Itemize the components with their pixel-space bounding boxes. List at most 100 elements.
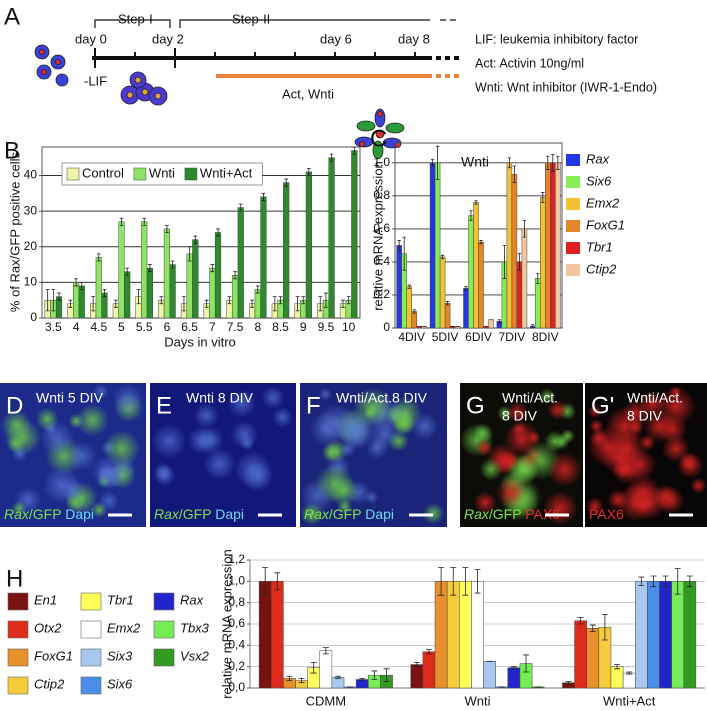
x-tick-label: 6.5 [181, 320, 198, 334]
texture [652, 484, 678, 509]
x-tick-label: 7DIV [499, 330, 526, 344]
y-axis-label: relative mRNA expression [370, 161, 385, 311]
image-caption: Wnti/Act. [502, 390, 558, 406]
error-bar [412, 309, 416, 314]
bar [439, 256, 446, 329]
error-bar [479, 240, 483, 245]
bar [671, 581, 685, 689]
legend-label: Rax [586, 151, 610, 166]
legend-swatch [153, 648, 175, 667]
legend-swatch [566, 264, 580, 276]
texture [676, 451, 704, 479]
texture [473, 491, 497, 515]
error-bar [250, 299, 254, 308]
texture [365, 436, 389, 459]
bar [434, 162, 441, 329]
error-bar [407, 284, 411, 289]
error-bar [397, 240, 401, 251]
bar [237, 207, 244, 319]
stain-part: /GFP [179, 506, 211, 522]
error-bar [512, 165, 517, 184]
legend-label: Ctip2 [34, 676, 65, 691]
stain-part: Rax [304, 506, 330, 522]
bar [516, 261, 523, 329]
chart: B 0 10 20 30 40% of Rax/GFP positive cells Day… [4, 137, 361, 349]
error-bar [541, 192, 545, 203]
stain-part: Dapi [361, 506, 394, 522]
texture [495, 476, 527, 509]
y-tick-label: 0.8 [373, 188, 390, 202]
bar [283, 182, 290, 319]
bar [254, 289, 261, 319]
bar [478, 241, 484, 329]
legend-label: FoxG1 [586, 217, 625, 232]
stain-part: /GFP [489, 506, 521, 522]
error-bar [310, 662, 317, 674]
error-bar [96, 253, 101, 262]
panel-label: A [4, 3, 20, 30]
panel-label: B [4, 137, 20, 164]
image-caption: 8 DIV [502, 408, 538, 424]
error-bar [119, 217, 124, 226]
texture [11, 501, 27, 516]
error-bar [371, 670, 378, 680]
legend-label: Tbx3 [180, 620, 210, 635]
bracket [179, 19, 430, 28]
texture [321, 442, 342, 463]
legend-swatch [184, 167, 198, 181]
bar [488, 319, 494, 329]
treatment-label: Act, Wnti [282, 86, 334, 101]
x-tick-label: 7.5 [227, 320, 244, 334]
error-bar [57, 292, 61, 301]
panel-label: D [6, 392, 23, 419]
texture [622, 447, 657, 482]
error-bar [159, 296, 164, 305]
y-tick-label: 0 [30, 310, 37, 324]
texture [539, 388, 556, 405]
error-bar [614, 664, 621, 670]
legend-swatch [566, 220, 580, 232]
stain-part: /GFP [329, 506, 361, 522]
bar [351, 150, 358, 319]
legend-swatch [80, 676, 102, 695]
day-label: day 6 [320, 31, 352, 46]
bar [406, 286, 412, 329]
x-tick-label: 6 [164, 320, 171, 334]
texture [328, 475, 359, 507]
error-bar [136, 289, 141, 305]
error-bar [204, 299, 209, 308]
error-bar [286, 675, 293, 681]
bar [260, 196, 267, 319]
time-ticks [94, 48, 416, 68]
stain-label: Rax/GFP PAX6 [464, 506, 560, 522]
error-bar [565, 681, 572, 685]
error-bar [255, 285, 260, 294]
error-bar [148, 264, 152, 273]
error-bar [324, 292, 328, 308]
legend-label: Control [82, 165, 124, 180]
error-bar [346, 296, 351, 305]
x-tick-label: 8 [254, 320, 261, 334]
error-bar [546, 155, 550, 170]
texture [509, 455, 540, 485]
bar [483, 661, 496, 689]
legend-swatch [153, 620, 175, 639]
bar [622, 672, 636, 689]
legend-label: FoxG1 [34, 648, 73, 663]
error-bar [352, 146, 357, 155]
texture [388, 431, 409, 452]
bar [328, 157, 335, 319]
error-bar [278, 296, 283, 305]
bar [468, 215, 474, 329]
error-bar [187, 246, 192, 262]
error-bar [402, 236, 406, 271]
bar [192, 239, 199, 319]
error-bar [233, 271, 237, 280]
error-bar [662, 575, 669, 588]
image-caption: Wnti/Act. [627, 390, 683, 406]
legend-label: Emx2 [586, 195, 620, 210]
error-bar [517, 253, 522, 271]
bar [555, 162, 561, 329]
legend-swatch [80, 648, 102, 667]
day-label: day 2 [152, 31, 184, 46]
